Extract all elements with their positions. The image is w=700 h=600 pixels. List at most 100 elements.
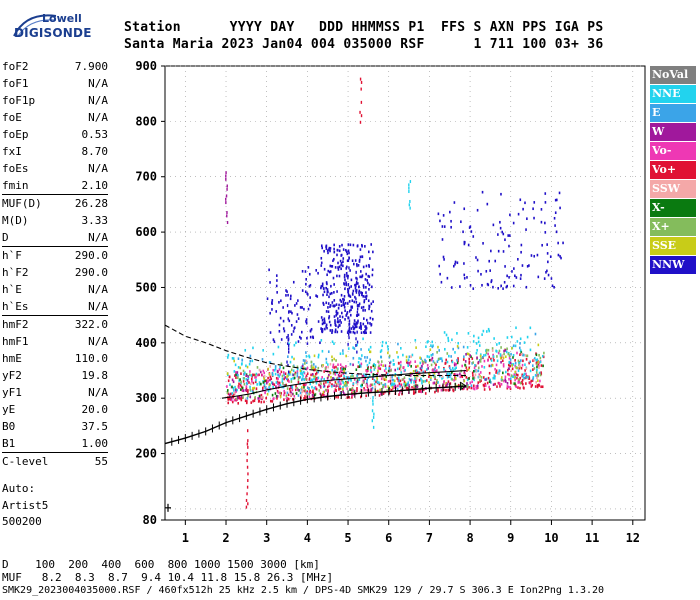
echo-point	[363, 317, 365, 320]
echo-point	[258, 373, 260, 377]
param-value: 19.8	[81, 369, 109, 382]
echo-point	[226, 385, 228, 388]
parameter-panel: foF2 7.900 foF1 N/A foF1p N/A foE N/A foEp 0.53 fx…	[2, 58, 108, 470]
echo-point	[278, 301, 280, 304]
echo-point	[234, 388, 237, 392]
echo-point	[334, 369, 336, 373]
echo-point	[323, 394, 326, 398]
echo-point	[530, 379, 533, 383]
echo-point	[343, 376, 345, 380]
echo-point	[533, 254, 536, 258]
echo-point	[369, 331, 372, 334]
echo-point	[374, 364, 377, 367]
echo-point	[489, 269, 491, 272]
echo-point	[398, 382, 401, 386]
echo-point	[541, 243, 543, 247]
echo-point	[478, 344, 481, 347]
echo-point	[508, 356, 511, 360]
param-label: hmE	[2, 352, 22, 365]
echo-point	[549, 255, 552, 258]
echo-point	[430, 376, 432, 379]
echo-point	[461, 364, 463, 368]
echo-point	[421, 359, 424, 363]
echo-point	[377, 389, 379, 393]
echo-point	[320, 394, 323, 398]
echo-point	[391, 382, 394, 385]
echo-point	[326, 389, 328, 392]
echo-point	[365, 326, 368, 330]
echo-point	[476, 387, 478, 390]
echo-point	[419, 356, 421, 360]
echo-point	[234, 385, 236, 389]
echo-point	[443, 258, 445, 261]
echo-point	[287, 397, 290, 401]
echo-point	[264, 390, 266, 393]
echo-point	[377, 369, 379, 373]
echo-point	[448, 372, 451, 375]
echo-point	[362, 389, 364, 392]
echo-streak	[287, 337, 290, 341]
echo-point	[533, 359, 535, 362]
echo-point	[469, 284, 472, 287]
echo-point	[290, 333, 293, 336]
echo-point	[391, 383, 394, 387]
echo-point	[511, 347, 513, 350]
echo-point	[333, 247, 335, 251]
echo-point	[518, 378, 520, 381]
echo-point	[376, 380, 379, 384]
echo-point	[269, 361, 272, 365]
echo-point	[389, 361, 391, 365]
echo-point	[343, 282, 345, 285]
echo-point	[437, 381, 439, 384]
echo-point	[519, 198, 522, 202]
echo-point	[526, 217, 528, 221]
param-label: hmF2	[2, 318, 29, 331]
echo-point	[345, 267, 348, 270]
echo-streak	[246, 459, 248, 463]
echo-point	[466, 369, 468, 372]
echo-point	[347, 378, 350, 382]
echo-point	[321, 330, 324, 334]
echo-point	[388, 388, 391, 391]
echo-point	[312, 374, 315, 378]
echo-point	[331, 340, 334, 344]
echo-point	[359, 322, 362, 325]
echo-point	[298, 335, 301, 339]
echo-streak	[287, 333, 289, 337]
echo-point	[365, 291, 367, 294]
echo-point	[295, 385, 297, 388]
echo-point	[262, 369, 265, 373]
echo-point	[273, 383, 276, 386]
echo-point	[356, 343, 358, 347]
echo-point	[420, 357, 422, 360]
echo-point	[465, 353, 467, 356]
echo-point	[470, 386, 473, 390]
plot-frame	[164, 65, 646, 521]
echo-streak	[288, 350, 290, 354]
echo-point	[473, 384, 475, 388]
echo-point	[415, 346, 417, 349]
echo-point	[338, 320, 340, 324]
echo-point	[349, 313, 352, 317]
echo-point	[441, 375, 444, 378]
echo-point	[445, 358, 448, 362]
echo-point	[242, 389, 245, 392]
echo-point	[324, 327, 326, 331]
echo-point	[554, 211, 557, 215]
echo-point	[297, 388, 299, 392]
echo-point	[526, 335, 529, 339]
echo-point	[247, 377, 250, 380]
echo-point	[249, 359, 252, 363]
echo-point	[357, 264, 360, 267]
echo-point	[304, 389, 307, 392]
echo-point	[320, 339, 323, 342]
echo-point	[456, 332, 458, 335]
echo-point	[398, 362, 400, 365]
echo-point	[275, 381, 278, 384]
echo-point	[462, 345, 465, 349]
echo-point	[513, 373, 516, 376]
echo-point	[514, 378, 516, 382]
echo-point	[336, 311, 339, 315]
echo-point	[263, 400, 265, 404]
echo-point	[512, 356, 514, 359]
